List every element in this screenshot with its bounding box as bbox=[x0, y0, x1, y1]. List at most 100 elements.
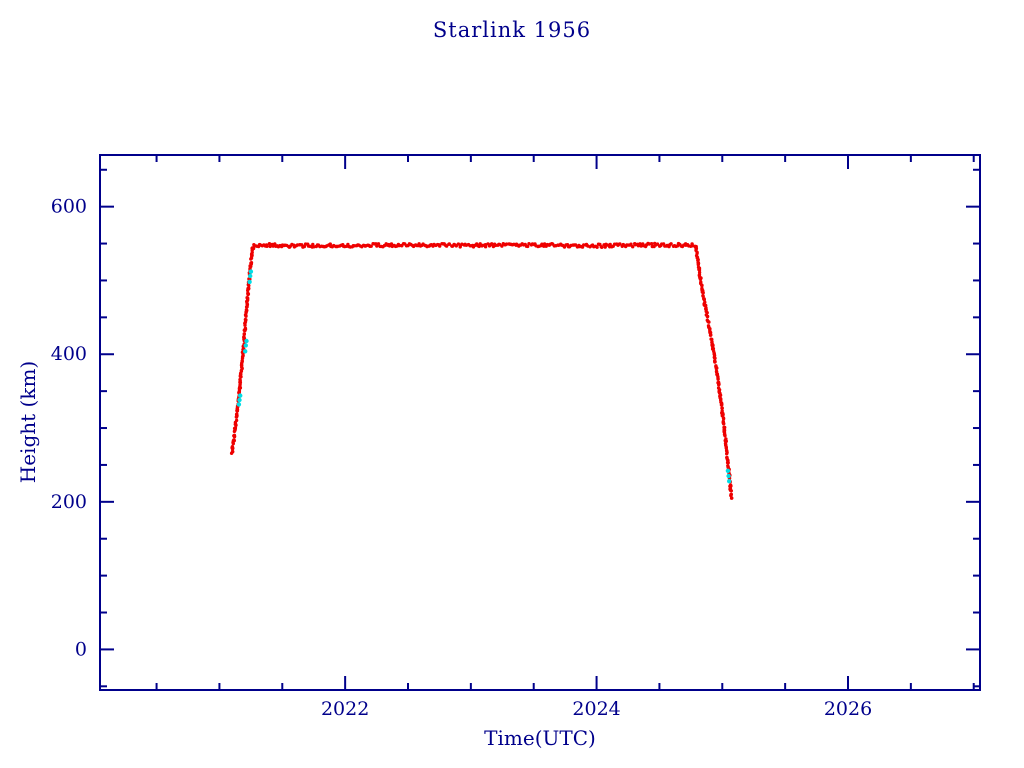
data-point bbox=[504, 242, 509, 246]
data-point bbox=[721, 417, 726, 421]
data-point bbox=[603, 245, 607, 249]
data-point bbox=[483, 245, 488, 249]
data-point bbox=[699, 280, 703, 284]
data-point bbox=[729, 492, 733, 497]
data-point bbox=[265, 244, 269, 248]
data-point bbox=[724, 446, 728, 450]
data-point bbox=[243, 326, 248, 330]
data-point bbox=[709, 337, 713, 341]
data-point bbox=[235, 412, 239, 416]
data-point bbox=[655, 242, 660, 246]
x-tick-label: 2022 bbox=[321, 698, 369, 720]
data-point bbox=[246, 291, 250, 295]
data-point bbox=[722, 422, 726, 426]
data-point bbox=[397, 243, 401, 248]
data-point bbox=[237, 397, 242, 403]
data-point bbox=[712, 356, 717, 360]
y-tick-label: 200 bbox=[51, 491, 87, 513]
data-point bbox=[490, 242, 494, 246]
data-point bbox=[725, 468, 731, 473]
y-tick-label: 0 bbox=[75, 638, 87, 660]
data-point bbox=[714, 366, 718, 371]
data-point bbox=[230, 449, 235, 454]
x-axis-label: Time(UTC) bbox=[484, 726, 596, 750]
data-point bbox=[243, 349, 248, 354]
data-point bbox=[716, 377, 720, 381]
data-point bbox=[700, 283, 704, 288]
data-point bbox=[244, 338, 249, 344]
data-point bbox=[695, 250, 699, 254]
data-point bbox=[726, 461, 730, 465]
data-point bbox=[238, 393, 243, 398]
data-point bbox=[240, 359, 244, 364]
data-point bbox=[447, 242, 451, 246]
data-point bbox=[649, 242, 654, 246]
data-point bbox=[696, 262, 700, 267]
series-cyan bbox=[236, 269, 732, 484]
data-point bbox=[248, 269, 254, 274]
x-tick-label: 2026 bbox=[824, 698, 872, 720]
data-point bbox=[729, 489, 733, 493]
data-point bbox=[727, 479, 732, 484]
y-tick-label: 600 bbox=[51, 196, 87, 218]
data-point bbox=[618, 242, 622, 246]
data-point bbox=[725, 452, 729, 456]
data-point bbox=[711, 347, 716, 351]
data-point bbox=[230, 445, 235, 449]
data-point bbox=[705, 314, 710, 319]
data-point bbox=[704, 303, 708, 308]
data-point bbox=[726, 473, 731, 479]
data-point bbox=[246, 296, 250, 300]
data-point bbox=[243, 343, 248, 348]
data-point bbox=[723, 434, 727, 438]
data-point bbox=[477, 244, 481, 249]
data-point bbox=[717, 383, 721, 387]
y-tick-label: 400 bbox=[51, 343, 87, 365]
data-point bbox=[701, 291, 705, 295]
data-point bbox=[369, 244, 373, 248]
data-point bbox=[267, 242, 272, 246]
data-point bbox=[236, 402, 242, 407]
data-point bbox=[514, 242, 519, 246]
axis-box bbox=[99, 154, 981, 691]
data-point bbox=[247, 283, 251, 288]
data-point bbox=[595, 245, 599, 249]
data-point bbox=[730, 496, 734, 500]
data-point bbox=[247, 286, 251, 291]
data-point bbox=[242, 335, 246, 339]
data-point bbox=[243, 317, 248, 322]
data-point bbox=[245, 302, 250, 307]
data-point bbox=[438, 244, 442, 248]
data-point bbox=[696, 258, 700, 262]
data-point bbox=[249, 261, 254, 265]
data-point bbox=[709, 333, 713, 337]
data-point bbox=[233, 426, 238, 430]
data-point bbox=[719, 403, 724, 407]
data-point bbox=[376, 242, 381, 246]
data-point bbox=[244, 313, 248, 318]
data-point bbox=[238, 377, 242, 382]
data-point bbox=[669, 242, 673, 246]
data-point bbox=[631, 245, 635, 249]
data-point bbox=[713, 360, 717, 364]
series-red bbox=[229, 241, 734, 500]
data-point bbox=[698, 277, 703, 281]
data-point bbox=[247, 279, 252, 285]
data-point bbox=[702, 297, 706, 301]
data-point bbox=[718, 393, 723, 397]
data-point bbox=[600, 245, 604, 249]
chart-title: Starlink 1956 bbox=[432, 18, 592, 42]
data-point bbox=[248, 273, 253, 279]
x-tick-label: 2024 bbox=[572, 698, 620, 720]
data-point bbox=[242, 332, 246, 336]
data-point bbox=[720, 406, 724, 410]
data-point bbox=[245, 308, 249, 313]
data-point bbox=[232, 438, 236, 442]
data-point bbox=[239, 369, 244, 373]
data-point bbox=[701, 294, 705, 298]
data-point bbox=[526, 244, 530, 249]
data-point bbox=[251, 246, 256, 251]
data-point bbox=[697, 268, 702, 272]
